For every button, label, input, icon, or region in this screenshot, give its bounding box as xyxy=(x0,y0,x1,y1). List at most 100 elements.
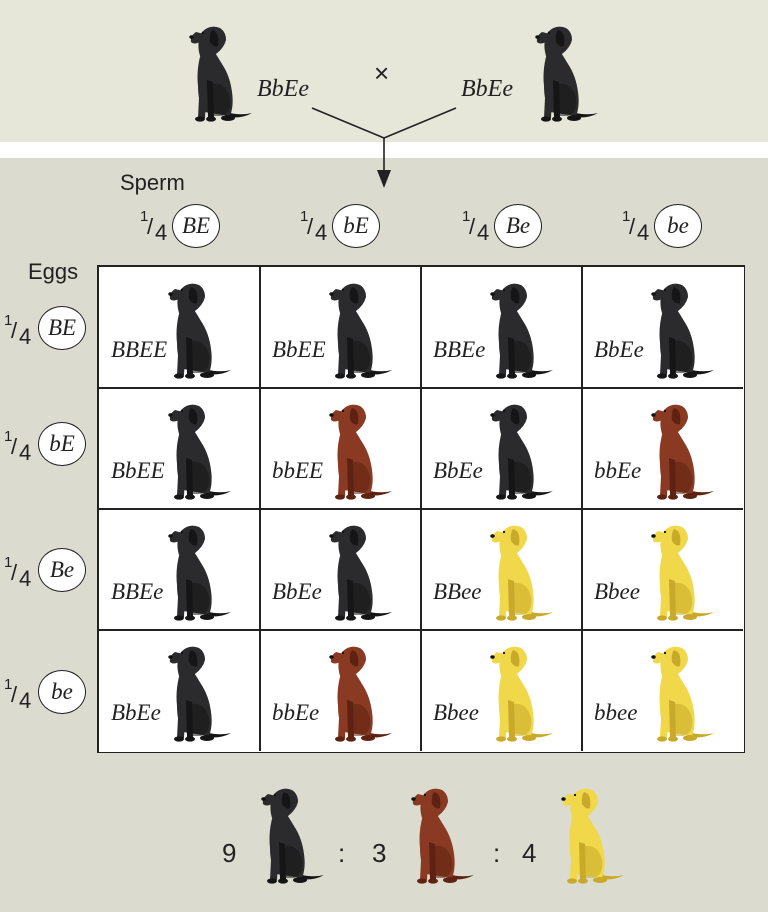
dog-icon xyxy=(168,283,231,379)
parent-generation-panel xyxy=(0,0,768,142)
dog-icon xyxy=(168,646,231,742)
punnett-cell: BBEE xyxy=(99,267,261,389)
sperm-gamete-0: BE xyxy=(172,204,220,248)
fraction-denominator: 4 xyxy=(155,220,168,245)
sperm-gamete-2: Be xyxy=(494,204,542,248)
fraction-slash: / xyxy=(147,214,154,239)
punnett-cell: bbEE xyxy=(260,388,422,510)
dog-icon xyxy=(168,525,231,621)
cell-genotype: BbEe xyxy=(272,579,322,604)
fraction-denominator: 4 xyxy=(19,324,32,349)
cell-genotype: BbEe xyxy=(111,700,161,725)
cell-genotype: bbEE xyxy=(272,458,324,483)
cell-genotype: BBEe xyxy=(111,579,164,604)
punnett-cell: BbEE xyxy=(260,267,422,389)
dog-icon xyxy=(651,525,714,621)
grid-line xyxy=(581,267,583,751)
fraction-denominator: 4 xyxy=(637,220,650,245)
fraction-denominator: 4 xyxy=(19,688,32,713)
sperm-label: Sperm xyxy=(120,170,185,195)
parent-dog-left-icon xyxy=(189,26,252,122)
dog-icon xyxy=(651,404,714,500)
cell-genotype: bbee xyxy=(594,700,638,725)
dog-icon xyxy=(329,404,392,500)
cross-lines xyxy=(311,107,457,188)
fraction-slash: / xyxy=(307,214,314,239)
ratio-black-count: 9 xyxy=(222,838,237,868)
punnett-square: BBEE BbEE BBEe BbEe BbEE bbEE BbEe bbEe BBEe BbEe… xyxy=(97,265,745,753)
fraction-numerator: 1 xyxy=(622,208,631,225)
cell-genotype: Bbee xyxy=(594,579,640,604)
sperm-fraction-1: 1/4 xyxy=(300,208,330,248)
cell-genotype: BbEE xyxy=(111,458,165,483)
sperm-fraction-2: 1/4 xyxy=(462,208,492,248)
dog-icon xyxy=(490,404,553,500)
ratio-yellow-dog-icon xyxy=(561,788,624,884)
grid-line xyxy=(99,629,743,631)
fraction-numerator: 1 xyxy=(300,208,309,225)
dog-icon xyxy=(490,525,553,621)
parent-left-genotype: BbEe xyxy=(257,76,309,102)
dog-icon xyxy=(490,646,553,742)
egg-fraction-2: 1/4 xyxy=(4,554,34,594)
ratio-chocolate-dog-icon xyxy=(411,788,474,884)
fraction-slash: / xyxy=(11,318,18,343)
eggs-label: Eggs xyxy=(28,259,79,284)
fraction-slash: / xyxy=(629,214,636,239)
punnett-cell: BbEe xyxy=(421,388,583,510)
cell-genotype: bbEe xyxy=(594,458,642,483)
punnett-cell: bbEe xyxy=(582,388,744,510)
egg-fraction-0: 1/4 xyxy=(4,312,34,352)
fraction-denominator: 4 xyxy=(477,220,490,245)
grid-line xyxy=(99,508,743,510)
ratio-yellow-count: 4 xyxy=(522,838,537,868)
fraction-numerator: 1 xyxy=(4,676,13,693)
egg-gamete-3: be xyxy=(38,670,86,714)
egg-fraction-1: 1/4 xyxy=(4,428,34,468)
fraction-denominator: 4 xyxy=(19,566,32,591)
cell-genotype: BBEe xyxy=(433,337,486,362)
egg-gamete-1: bE xyxy=(38,422,86,466)
sperm-fraction-0: 1/4 xyxy=(140,208,170,248)
punnett-cell: BbEE xyxy=(99,388,261,510)
egg-gamete-0: BE xyxy=(38,306,86,350)
punnett-cell: Bbee xyxy=(421,630,583,752)
fraction-slash: / xyxy=(11,560,18,585)
cell-genotype: BbEe xyxy=(594,337,644,362)
fraction-slash: / xyxy=(11,682,18,707)
ratio-black-dog-icon xyxy=(261,788,324,884)
parent-dog-right-icon xyxy=(535,26,598,122)
dog-icon xyxy=(329,646,392,742)
cell-genotype: Bbee xyxy=(433,700,479,725)
dog-icon xyxy=(651,646,714,742)
punnett-cell: BBee xyxy=(421,509,583,631)
dog-icon xyxy=(651,283,714,379)
punnett-cell: BBEe xyxy=(421,267,583,389)
cell-genotype: BbEE xyxy=(272,337,326,362)
fraction-slash: / xyxy=(11,434,18,459)
parent-right-genotype: BbEe xyxy=(461,76,513,102)
fraction-numerator: 1 xyxy=(4,554,13,571)
fraction-numerator: 1 xyxy=(4,312,13,329)
punnett-cell: BbEe xyxy=(99,630,261,752)
fraction-denominator: 4 xyxy=(315,220,328,245)
dog-icon xyxy=(329,283,392,379)
sperm-fraction-3: 1/4 xyxy=(622,208,652,248)
ratio-chocolate-count: 3 xyxy=(372,838,387,868)
fraction-slash: / xyxy=(469,214,476,239)
punnett-cell: Bbee xyxy=(582,509,744,631)
fraction-numerator: 1 xyxy=(462,208,471,225)
egg-fraction-3: 1/4 xyxy=(4,676,34,716)
ratio-separator-1: : xyxy=(338,838,346,868)
cross-symbol: × xyxy=(374,58,390,88)
ratio-separator-2: : xyxy=(493,838,501,868)
sperm-gamete-3: be xyxy=(654,204,702,248)
punnett-cell: BBEe xyxy=(99,509,261,631)
cell-genotype: BBEE xyxy=(111,337,168,362)
fraction-numerator: 1 xyxy=(140,208,149,225)
dog-icon xyxy=(490,283,553,379)
egg-gamete-2: Be xyxy=(38,548,86,592)
dog-icon xyxy=(168,404,231,500)
punnett-cell: bbee xyxy=(582,630,744,752)
cell-genotype: BBee xyxy=(433,579,482,604)
